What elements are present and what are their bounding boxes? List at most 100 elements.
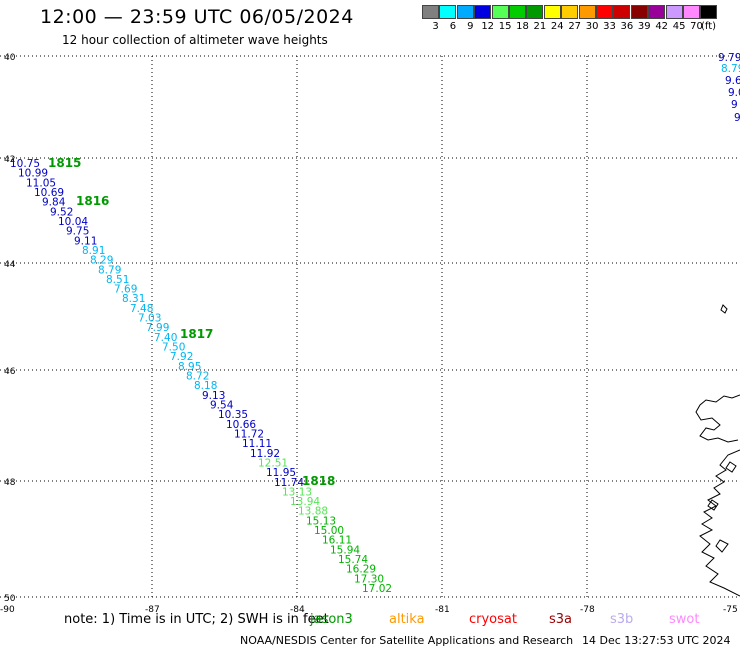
coastline [695, 304, 740, 597]
legend-label: 24 [550, 21, 564, 32]
wave-height-value: 7.48 [130, 303, 153, 315]
axis-labels: 40 42 44 46 48 50-90 -87 -84 -81 -78 -75 [0, 53, 738, 615]
wave-height-value: 8.29 [90, 255, 113, 267]
lat-tick-label: 40 [4, 53, 16, 63]
wave-height-value: 9.11 [74, 235, 97, 247]
legend-swatch [613, 5, 631, 19]
legend-swatch [543, 5, 561, 19]
legend-label: 21 [533, 21, 547, 32]
lat-tick-label: 42 [4, 155, 15, 165]
wave-height-value: 9.75 [66, 226, 89, 238]
lat-tick-label: 50 [4, 594, 16, 604]
coastline-segment [725, 461, 737, 473]
lat-tick-label: 44 [4, 260, 16, 270]
legend-label: 18 [516, 21, 529, 32]
satellite-name: jason3 [310, 612, 353, 627]
wave-height-value: 9.54 [210, 400, 234, 412]
wave-height-value: 8.72 [186, 371, 209, 383]
wave-height-value: 8.95 [178, 361, 201, 373]
wave-height-value: 9.6 [725, 75, 740, 87]
wave-height-value: 16.11 [322, 535, 352, 547]
wave-height-value: 11.74 [274, 477, 304, 489]
legend-swatch [665, 5, 683, 19]
wave-height-value: 13.94 [290, 496, 320, 508]
footer-credit: NOAA/NESDIS Center for Satellite Applica… [240, 634, 574, 647]
map-grid [0, 55, 740, 598]
wave-height-value: 8.91 [82, 245, 105, 257]
footnote: note: 1) Time is in UTC; 2) SWH is in fe… [64, 612, 329, 627]
wave-height-value: 9 [731, 99, 738, 111]
wave-height-value: 7.69 [114, 284, 137, 296]
wave-height-value: 7.92 [170, 351, 193, 363]
wave-height-value: 10.99 [18, 168, 48, 180]
satellite-name: s3a [549, 612, 573, 627]
legend-swatch [578, 5, 596, 19]
wave-height-value: 8.79 [98, 264, 121, 276]
lat-tick-label: 46 [4, 367, 16, 377]
wave-height-value: 11.92 [250, 448, 280, 460]
wave-height-value: 7.03 [138, 313, 161, 325]
wave-height-value: 11.95 [266, 467, 296, 479]
legend-label: 36 [620, 21, 634, 32]
wave-height-value: 15.13 [306, 515, 336, 527]
wave-height-value: 10.04 [58, 216, 88, 228]
satellite-name: swot [669, 612, 700, 627]
coastline-segment [695, 394, 740, 443]
wave-height-value: 17.30 [354, 573, 384, 585]
wave-height-value: 7.99 [146, 322, 169, 334]
satellite-name: s3b [610, 612, 634, 627]
wave-height-value: 9.79 [718, 52, 740, 64]
wave-height-value: 12.51 [258, 457, 288, 469]
wave-height-value: 9.13 [202, 390, 225, 402]
lon-tick-label: -81 [435, 605, 450, 615]
wave-height-value: 10.69 [34, 187, 64, 199]
legend-label: 45 [672, 21, 686, 32]
coastline-segment [715, 539, 729, 553]
wave-height-value: 9 [734, 112, 740, 124]
satellite-name: cryosat [469, 612, 517, 627]
coastline-segment [707, 499, 719, 511]
chart-title: 12:00 — 23:59 UTC 06/05/2024 [40, 6, 354, 28]
wave-height-value: 9.52 [50, 206, 73, 218]
legend-label: 70 [690, 21, 703, 32]
wave-height-value: 8.18 [194, 380, 217, 392]
wave-height-value: 11.72 [234, 429, 264, 441]
lat-tick-label: 48 [4, 478, 16, 488]
legend-swatch [596, 5, 613, 19]
legend-unit: (ft) [701, 21, 717, 32]
wave-height-value: 15.00 [314, 525, 344, 537]
wave-height-value: 8.31 [122, 293, 145, 305]
lon-tick-label: -78 [580, 605, 595, 615]
legend-swatch [422, 5, 439, 19]
legend-label: 15 [498, 21, 512, 32]
wave-height-value: 11.05 [26, 177, 56, 189]
legend-label: 42 [655, 21, 669, 32]
wave-height-value: 15.74 [338, 554, 368, 566]
legend-label: 30 [585, 21, 599, 32]
wave-height-value: 10.35 [218, 409, 248, 421]
legend-label: 6 [449, 21, 457, 32]
legend-swatch [526, 5, 544, 19]
altimeter-track: 10.7510.9911.0510.699.849.5210.049.759.1… [10, 52, 740, 595]
wave-height-value: 13.13 [282, 486, 312, 498]
wave-height-value: 10.75 [10, 158, 40, 170]
wave-height-value: 7.40 [154, 332, 177, 344]
legend-label: 27 [568, 21, 582, 32]
wave-height-value: 9.84 [42, 197, 66, 209]
legend-swatch [491, 5, 509, 19]
legend-swatch [630, 5, 648, 19]
time-label: 1816 [76, 194, 109, 208]
legend-label: 9 [467, 21, 474, 32]
legend-swatch [561, 5, 579, 19]
legend-swatch [439, 5, 457, 19]
wave-height-value: 13.88 [298, 506, 328, 518]
lon-tick-label: -90 [0, 605, 15, 615]
satellite-name: altika [389, 612, 425, 627]
legend-swatch [700, 5, 718, 19]
legend-swatch [683, 5, 700, 19]
wave-height-value: 16.29 [346, 564, 376, 576]
coastline-segment [720, 304, 728, 314]
legend-swatch [648, 5, 666, 19]
time-label: 1815 [48, 156, 81, 170]
